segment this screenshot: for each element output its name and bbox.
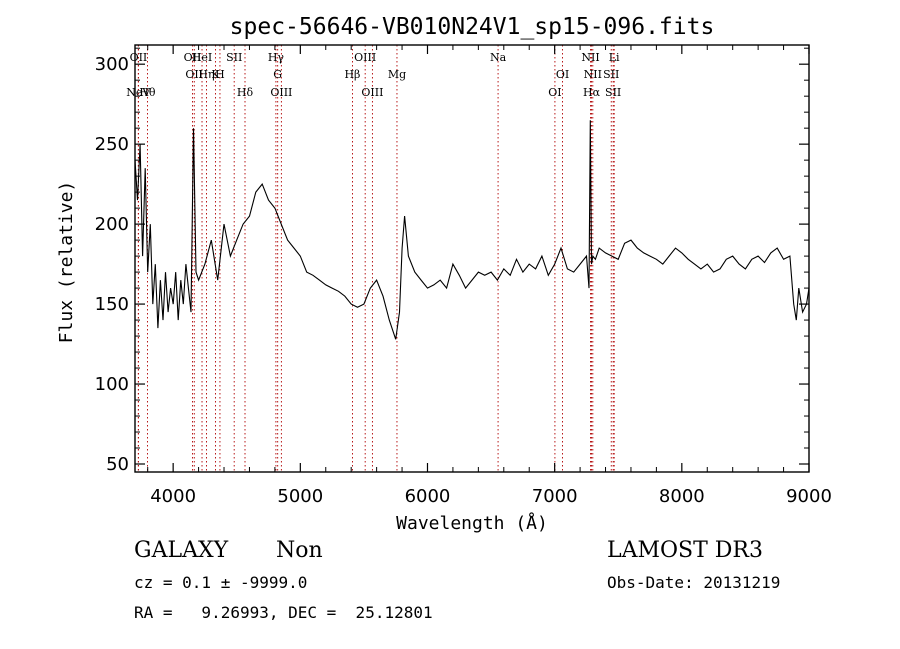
coordinates: RA = 9.26993, DEC = 25.12801 (134, 603, 433, 622)
spectral-line-label: SII (603, 68, 619, 81)
spectral-line-label: H (215, 68, 225, 81)
spectral-line-label: Mg (388, 68, 406, 81)
spectral-line-label: Hγ (268, 51, 285, 64)
spectral-line-label: OII (184, 51, 202, 64)
redshift-line: cz = 0.1 ± -9999.0 (134, 573, 308, 592)
x-tick-label: 5000 (277, 486, 323, 507)
spectral-line-label: Hθ (139, 86, 156, 99)
y-tick-label: 100 (95, 374, 129, 395)
object-subclass: Non (276, 538, 323, 563)
spectrum-series-line (134, 120, 810, 340)
spectral-line-label: G (273, 68, 282, 81)
obs-date: Obs-Date: 20131219 (607, 573, 781, 592)
spectral-line-label: NeV (126, 86, 151, 99)
x-tick-label: 6000 (405, 486, 451, 507)
y-tick-label: 300 (95, 54, 129, 75)
x-tick-label: 4000 (150, 486, 196, 507)
y-tick-label: 200 (95, 214, 129, 235)
spectral-line-label: OI (548, 86, 561, 99)
object-class: GALAXY (134, 538, 229, 563)
spectral-line-label: Hβ (344, 68, 360, 81)
y-axis-label: Flux (relative) (56, 181, 77, 344)
spectral-line-label: OIII (270, 86, 292, 99)
spectral-line-label: K (211, 68, 220, 81)
spectral-line-label: Hη (198, 68, 214, 81)
x-axis-label: Wavelength (Å) (396, 512, 548, 534)
spectral-line-label: SII (226, 51, 242, 64)
y-tick-label: 150 (95, 294, 129, 315)
spectral-line-label: NII (581, 51, 599, 64)
x-tick-label: 7000 (532, 486, 578, 507)
spectral-line-label: OII (185, 68, 203, 81)
spectral-line-label: OII (130, 51, 148, 64)
spectral-line-label: Na (490, 51, 507, 64)
y-tick-label: 250 (95, 134, 129, 155)
spectral-line-label: Hα (583, 86, 601, 99)
chart-title: spec-56646-VB010N24V1_sp15-096.fits (230, 14, 715, 40)
spectral-line-label: NII (584, 68, 602, 81)
x-tick-label: 9000 (786, 486, 832, 507)
x-tick-label: 8000 (659, 486, 705, 507)
spectral-line-label: OIII (354, 51, 376, 64)
line-marker-labels: NeVOIIHθOIIOIIHeIHηKHSIIHδHγGOIIIHβOIIIO… (126, 51, 621, 99)
spectral-line-label: HeI (192, 51, 212, 64)
spectral-line-label: Hδ (237, 86, 254, 99)
y-axis-ticks: 50 100 150 200 250 300 (95, 47, 809, 475)
spectral-line-label: OIII (361, 86, 383, 99)
y-tick-label: 50 (106, 454, 129, 475)
x-axis-ticks: 4000 5000 6000 7000 8000 9000 (147, 45, 832, 507)
spectral-line-label: SII (605, 86, 621, 99)
plot-frame (134, 44, 810, 473)
spectral-line-label: OI (556, 68, 569, 81)
survey-name: LAMOST DR3 (607, 538, 763, 563)
spectral-line-label: Li (609, 51, 620, 64)
